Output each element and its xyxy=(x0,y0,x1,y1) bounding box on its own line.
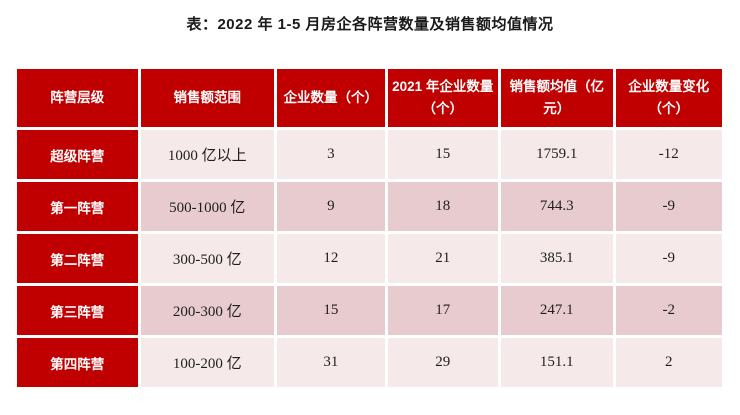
table-cell: -12 xyxy=(615,130,722,179)
table-cell: -9 xyxy=(615,234,722,283)
table-cell: 200-300 亿 xyxy=(140,286,275,335)
table-cell: 12 xyxy=(277,234,385,283)
row-label-cell: 第二阵营 xyxy=(17,234,138,283)
header-cell: 销售额均值（亿元） xyxy=(501,69,613,127)
table-row: 第四阵营 100-200 亿 31 29 151.1 2 xyxy=(17,338,722,387)
table-cell: 15 xyxy=(387,130,499,179)
header-row: 阵营层级 销售额范围 企业数量（个） 2021 年企业数量（个） 销售额均值（亿… xyxy=(17,69,722,127)
table-cell: 21 xyxy=(387,234,499,283)
table-cell: 247.1 xyxy=(501,286,613,335)
table-cell: 300-500 亿 xyxy=(140,234,275,283)
table-cell: 18 xyxy=(387,182,499,231)
header-cell: 企业数量（个） xyxy=(277,69,385,127)
table-cell: 744.3 xyxy=(501,182,613,231)
table-cell: 500-1000 亿 xyxy=(140,182,275,231)
table-title: 表：2022 年 1-5 月房企各阵营数量及销售额均值情况 xyxy=(186,16,554,33)
header-cell: 企业数量变化（个） xyxy=(615,69,722,127)
camp-table: 阵营层级 销售额范围 企业数量（个） 2021 年企业数量（个） 销售额均值（亿… xyxy=(14,66,725,390)
table-cell: 31 xyxy=(277,338,385,387)
table-cell: 100-200 亿 xyxy=(140,338,275,387)
table-cell: -9 xyxy=(615,182,722,231)
table-cell: -2 xyxy=(615,286,722,335)
row-label-cell: 超级阵营 xyxy=(17,130,138,179)
table-cell: 17 xyxy=(387,286,499,335)
table-row: 第二阵营 300-500 亿 12 21 385.1 -9 xyxy=(17,234,722,283)
table-cell: 1000 亿以上 xyxy=(140,130,275,179)
table-row: 第一阵营 500-1000 亿 9 18 744.3 -9 xyxy=(17,182,722,231)
header-cell: 销售额范围 xyxy=(140,69,275,127)
row-label-cell: 第四阵营 xyxy=(17,338,138,387)
table-cell: 1759.1 xyxy=(501,130,613,179)
table-cell: 151.1 xyxy=(501,338,613,387)
table-cell: 15 xyxy=(277,286,385,335)
header-cell: 2021 年企业数量（个） xyxy=(387,69,499,127)
row-label-cell: 第三阵营 xyxy=(17,286,138,335)
table-cell: 29 xyxy=(387,338,499,387)
table-cell: 385.1 xyxy=(501,234,613,283)
table-cell: 3 xyxy=(277,130,385,179)
header-cell: 阵营层级 xyxy=(17,69,138,127)
table-row: 超级阵营 1000 亿以上 3 15 1759.1 -12 xyxy=(17,130,722,179)
table-row: 第三阵营 200-300 亿 15 17 247.1 -2 xyxy=(17,286,722,335)
table-cell: 9 xyxy=(277,182,385,231)
row-label-cell: 第一阵营 xyxy=(17,182,138,231)
table-cell: 2 xyxy=(615,338,722,387)
